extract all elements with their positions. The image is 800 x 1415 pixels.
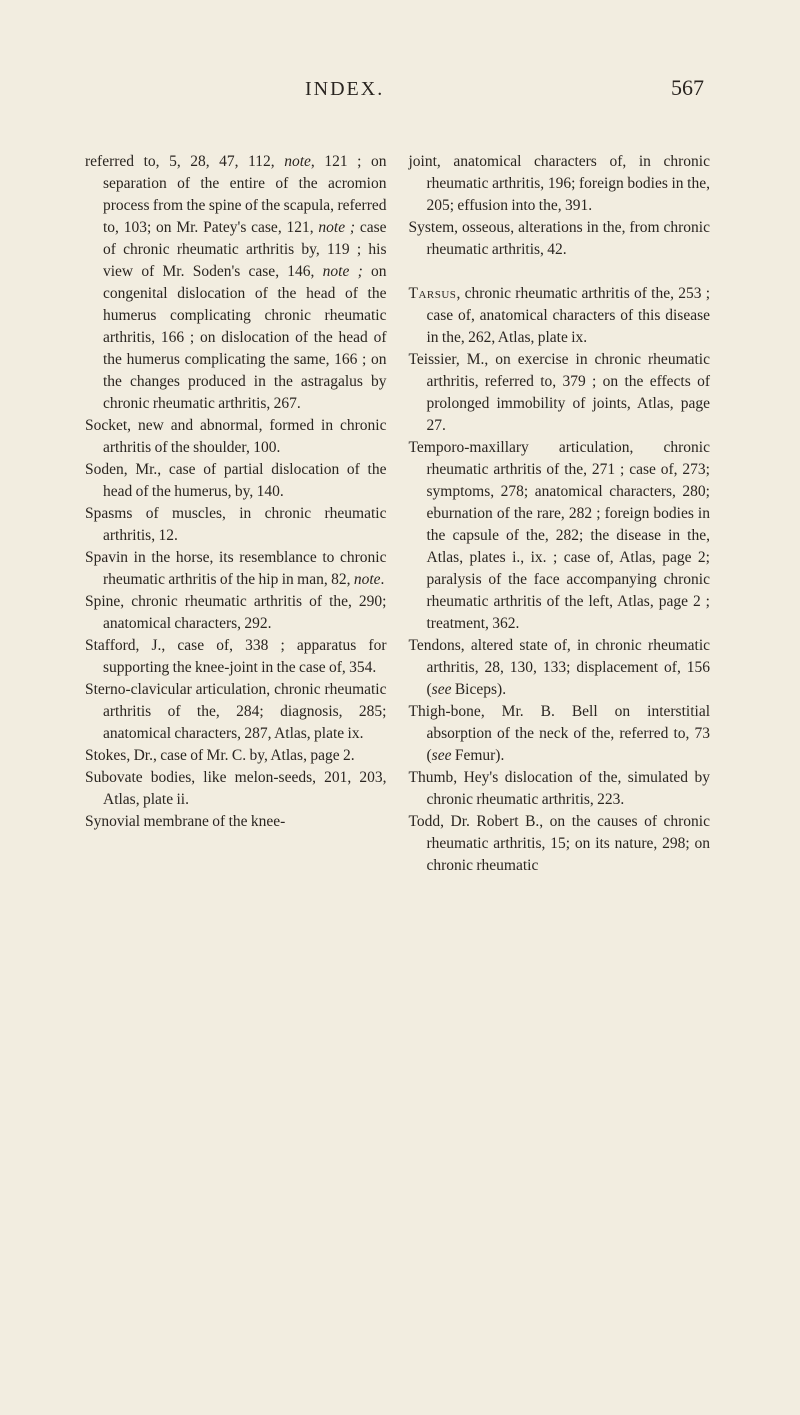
index-entry: System, osseous, alterations in the, fro…: [409, 217, 711, 261]
index-entry: Stafford, J., case of, 338 ; apparatus f…: [85, 635, 387, 679]
index-entry: Tendons, altered state of, in chronic rh…: [409, 635, 711, 701]
index-entry: [409, 261, 711, 283]
page-header: INDEX. 567: [85, 75, 710, 101]
index-entry: Stokes, Dr., case of Mr. C. by, Atlas, p…: [85, 745, 387, 767]
index-columns: referred to, 5, 28, 47, 112, note, 121 ;…: [85, 151, 710, 877]
right-column: joint, anatomical characters of, in chro…: [409, 151, 711, 877]
index-entry: Synovial membrane of the knee-: [85, 811, 387, 833]
index-entry: Teissier, M., on exercise in chronic rhe…: [409, 349, 711, 437]
index-entry: Socket, new and abnormal, formed in chro…: [85, 415, 387, 459]
index-title: INDEX.: [305, 78, 384, 101]
index-entry: Soden, Mr., case of partial dislocation …: [85, 459, 387, 503]
index-entry: Tarsus, chronic rheumatic arthritis of t…: [409, 283, 711, 349]
page-number: 567: [671, 75, 704, 101]
index-entry: Spine, chronic rheumatic arthritis of th…: [85, 591, 387, 635]
index-entry: Sterno-clavicular articulation, chronic …: [85, 679, 387, 745]
index-entry: Subovate bodies, like melon-seeds, 201, …: [85, 767, 387, 811]
index-entry: Thigh-bone, Mr. B. Bell on interstitial …: [409, 701, 711, 767]
index-entry: Thumb, Hey's dislocation of the, simulat…: [409, 767, 711, 811]
index-entry: joint, anatomical characters of, in chro…: [409, 151, 711, 217]
index-entry: Todd, Dr. Robert B., on the causes of ch…: [409, 811, 711, 877]
index-entry: Spasms of muscles, in chronic rheumatic …: [85, 503, 387, 547]
index-entry: Temporo-maxillary articulation, chronic …: [409, 437, 711, 635]
index-entry: referred to, 5, 28, 47, 112, note, 121 ;…: [85, 151, 387, 415]
left-column: referred to, 5, 28, 47, 112, note, 121 ;…: [85, 151, 387, 877]
index-entry: Spavin in the horse, its resemblance to …: [85, 547, 387, 591]
